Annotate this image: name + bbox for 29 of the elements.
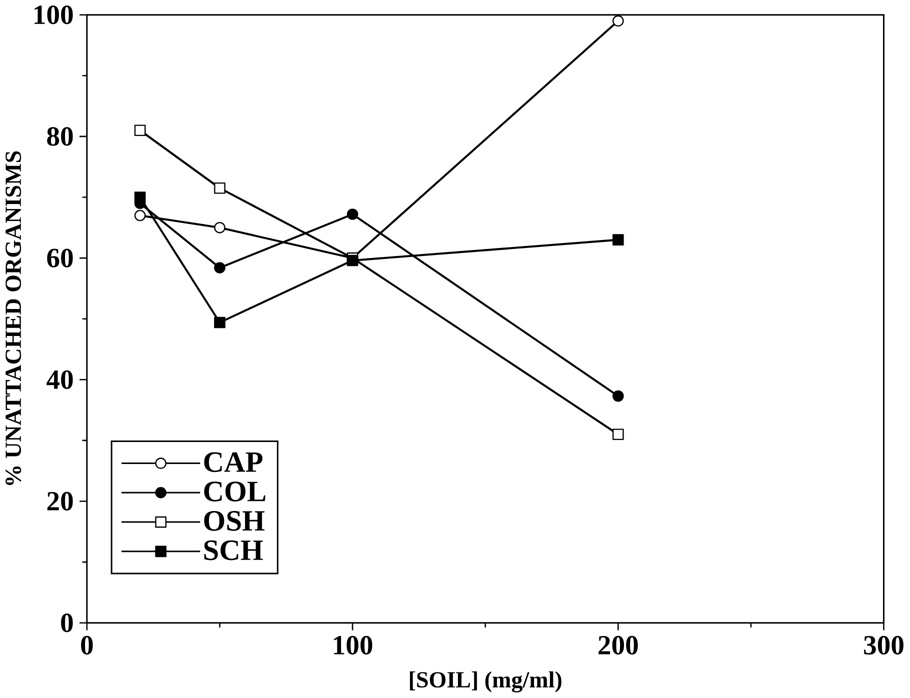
point [346, 208, 358, 220]
x-tick-label: 0 [81, 636, 93, 655]
x-tick-label: 100 [334, 636, 372, 655]
legend-label: OSH [204, 511, 264, 531]
point [214, 222, 226, 234]
point [612, 428, 624, 440]
point [612, 15, 624, 27]
y-tick-label: 80 [47, 127, 73, 146]
x-tick-label: 200 [598, 636, 638, 655]
y-tick-label: 40 [46, 370, 73, 390]
point [214, 262, 226, 274]
y-axis-title: % UNATTACHED ORGANISMS [6, 151, 22, 485]
point [214, 316, 226, 328]
point [134, 192, 146, 203]
point [214, 182, 226, 194]
y-tick-label: 20 [47, 492, 73, 511]
x-axis-title: [SOIL] (mg/ml) [410, 671, 562, 692]
legend-label: CAP [204, 452, 262, 472]
y-tick-label: 60 [47, 248, 73, 268]
point [612, 234, 624, 246]
point [346, 254, 358, 266]
point [612, 390, 624, 402]
legend-label: SCH [204, 540, 263, 560]
legend-label: COL [204, 482, 266, 502]
point [134, 124, 146, 136]
y-tick-label: 100 [34, 6, 73, 24]
x-tick-label: 300 [864, 636, 904, 655]
point [134, 210, 146, 222]
y-tick-label: 0 [61, 614, 73, 632]
